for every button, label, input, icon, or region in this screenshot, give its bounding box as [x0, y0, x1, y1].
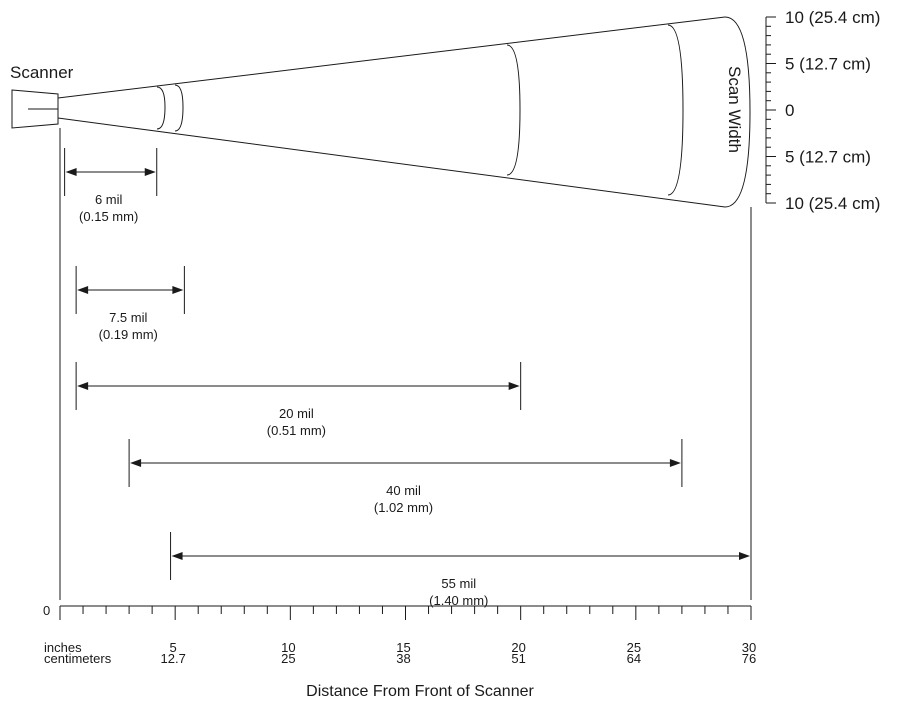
axis-cm-tick-label: 76 [742, 651, 756, 666]
scan-width-tick-label: 5 (12.7 cm) [785, 55, 871, 74]
depth-arc-7-5-mil [174, 84, 184, 132]
range-arrowhead-left [65, 168, 77, 176]
axis-inches-label: inches [44, 640, 82, 655]
scan-width-tick-label: 10 (25.4 cm) [785, 194, 880, 213]
scan-width-tick-label: 0 [785, 101, 794, 120]
range-row: 20 mil (0.51 mm) [75, 362, 522, 438]
depth-arc-20-mil [506, 44, 521, 176]
range-metric-label: (0.19 mm) [99, 327, 158, 342]
range-arrowhead-right [144, 168, 156, 176]
range-arrowhead-left [77, 382, 89, 390]
scanner-head [11, 89, 59, 129]
depth-arc-40-mil [667, 24, 684, 196]
range-row: 40 mil (1.02 mm) [128, 439, 683, 515]
axis-title: Distance From Front of Scanner [306, 683, 534, 700]
range-resolution-label: 20 mil [279, 406, 314, 421]
range-arrowhead-right [172, 286, 184, 294]
range-resolution-label: 55 mil [441, 576, 476, 591]
axis-cm-tick-label: 51 [511, 651, 525, 666]
range-arrowhead-left [130, 459, 142, 467]
axis-origin-label: 0 [43, 603, 50, 618]
axis-inches-tick-label: 20 [511, 640, 525, 655]
resolution-ranges: 6 mil (0.15 mm) 7.5 mil (0.19 mm) 20 mil (0.5… [64, 148, 752, 608]
range-row: 55 mil (1.40 mm) [170, 532, 752, 608]
range-metric-label: (0.51 mm) [267, 423, 326, 438]
depth-arc-6-mil [156, 86, 166, 130]
range-resolution-label: 40 mil [386, 483, 421, 498]
range-metric-label: (1.40 mm) [429, 593, 488, 608]
axis-cm-tick-label: 64 [627, 651, 641, 666]
guide-lines [59, 128, 752, 600]
scan-width-tick-label: 10 (25.4 cm) [785, 8, 880, 27]
range-arrowhead-right [739, 552, 750, 560]
range-metric-label: (0.15 mm) [79, 209, 138, 224]
axis-inches-tick-label: 10 [281, 640, 295, 655]
range-resolution-label: 7.5 mil [109, 310, 147, 325]
axis-inches-tick-label: 5 [170, 640, 177, 655]
range-metric-label: (1.02 mm) [374, 500, 433, 515]
scan-cone [57, 16, 751, 208]
axis-inches-tick-label: 30 [742, 640, 756, 655]
range-row: 6 mil (0.15 mm) [64, 148, 158, 224]
range-resolution-label: 6 mil [95, 192, 123, 207]
scan-width-tick-label: 5 (12.7 cm) [785, 148, 871, 167]
axis-inches-tick-label: 15 [396, 640, 410, 655]
range-arrowhead-left [77, 286, 89, 294]
axis-centimeters-label: centimeters [44, 651, 112, 666]
axis-cm-tick-label: 38 [396, 651, 410, 666]
axis-cm-tick-label: 12.7 [161, 651, 186, 666]
axis-cm-tick-label: 25 [281, 651, 295, 666]
range-arrowhead-left [171, 552, 183, 560]
scan-width-scale: 10 (25.4 cm) 5 (12.7 cm) 0 5 (12.7 cm) 10 (2… [765, 8, 880, 213]
range-arrowhead-right [508, 382, 520, 390]
scanner-label: Scanner [10, 63, 74, 82]
depth-arc-55-mil [724, 16, 751, 208]
range-arrowhead-right [669, 459, 681, 467]
scan-width-label: Scan Width [725, 66, 744, 153]
axis-inches-tick-label: 25 [627, 640, 641, 655]
range-row: 7.5 mil (0.19 mm) [75, 266, 185, 342]
